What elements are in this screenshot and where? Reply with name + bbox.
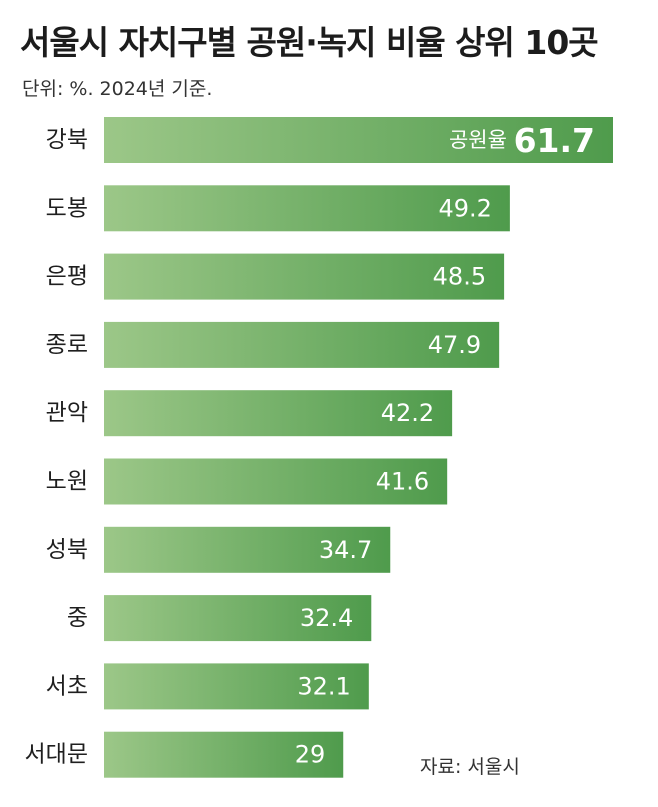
bar [104,731,344,778]
source-note: 자료: 서울시 [420,756,520,778]
value-label: 34.7 [319,536,372,564]
category-label: 관악 [46,400,88,426]
category-label: 도봉 [46,195,88,221]
bar [104,663,369,710]
category-label: 은평 [46,264,88,290]
bar [104,526,391,573]
category-label: 종로 [46,332,88,358]
bar [104,117,613,163]
bar [104,253,505,300]
chart-subtitle: 단위: %. 2024년 기준. [22,78,213,100]
value-label: 48.5 [433,263,486,291]
bar [104,185,510,232]
bar [104,595,372,642]
category-label: 서대문 [25,742,88,768]
bar [104,321,500,368]
value-prefix: 공원율 [449,128,514,152]
bar [104,458,448,505]
category-label: 강북 [46,127,88,153]
category-label: 노원 [46,469,88,495]
category-label: 성북 [46,537,88,563]
value-label: 32.1 [297,672,350,700]
category-label: 중 [67,605,88,631]
value-label: 47.9 [428,331,481,359]
value-label: 공원율 61.7 [449,121,595,160]
category-label: 서초 [46,673,88,699]
value-label: 29 [295,741,326,769]
value-label: 32.4 [300,604,353,632]
value-label: 49.2 [438,194,491,222]
value-label: 41.6 [376,468,429,496]
bar [104,390,453,437]
value-number: 61.7 [514,121,595,160]
chart-title: 서울시 자치구별 공원·녹지 비율 상위 10곳 [20,23,599,62]
value-label: 42.2 [381,399,434,427]
